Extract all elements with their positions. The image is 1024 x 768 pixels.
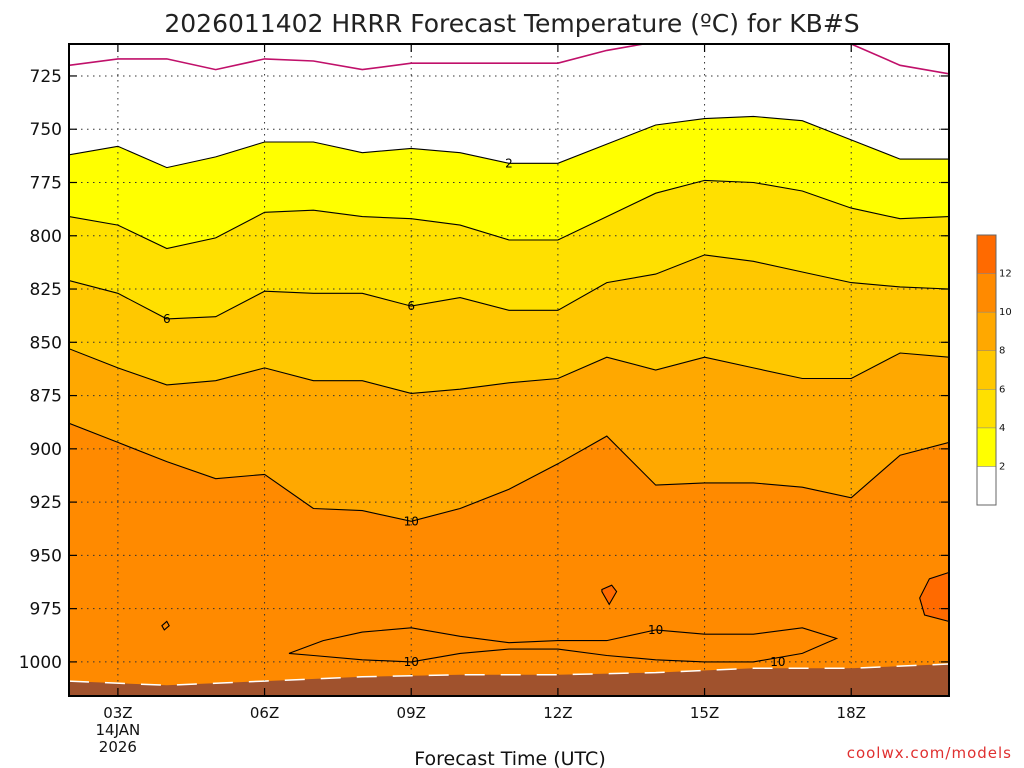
colorbar-label: 10 bbox=[999, 307, 1012, 318]
colorbar-label: 6 bbox=[999, 384, 1005, 395]
band-2-4 bbox=[69, 116, 949, 249]
y-tick-label: 900 bbox=[30, 440, 62, 460]
x-tick-label: 06Z bbox=[250, 704, 279, 722]
band-4-6 bbox=[69, 180, 949, 319]
colorbar-label: 2 bbox=[999, 461, 1005, 472]
contour-label: 10 bbox=[404, 514, 419, 528]
x-axis-title: Forecast Time (UTC) bbox=[414, 748, 605, 768]
isotherm-8 bbox=[69, 348, 949, 394]
contour-label: 10 bbox=[404, 655, 419, 669]
x-tick-label: 14JAN bbox=[96, 721, 141, 739]
y-tick-label: 825 bbox=[30, 280, 62, 300]
y-tick-label: 1000 bbox=[19, 653, 62, 673]
ground-edge bbox=[69, 663, 949, 687]
colorbar-segment bbox=[976, 273, 997, 313]
isotherm-4 bbox=[69, 179, 949, 250]
chart-title: 2026011402 HRRR Forecast Temperature (ºC… bbox=[164, 9, 859, 38]
x-tick-label: 15Z bbox=[690, 704, 719, 722]
contour-label: 6 bbox=[407, 299, 415, 313]
colorbar-segment bbox=[976, 350, 997, 390]
y-tick-label: 800 bbox=[30, 227, 62, 247]
y-tick-label: 975 bbox=[30, 600, 62, 620]
isotherm-0 bbox=[69, 44, 949, 75]
y-tick-label: 750 bbox=[30, 120, 62, 140]
closed-isotherm-0 bbox=[288, 627, 839, 663]
isotherm-10 bbox=[69, 422, 949, 522]
colorbar-segment bbox=[976, 466, 997, 506]
colorbar-frame bbox=[976, 234, 997, 506]
grid-lines bbox=[69, 44, 949, 696]
colorbar: 2 4 6 8 10 12 bbox=[976, 234, 1012, 506]
x-tick-label: 09Z bbox=[397, 704, 426, 722]
colorbar-segment bbox=[976, 427, 997, 467]
closed-isotherm-3 bbox=[161, 620, 170, 631]
colorbar-segment bbox=[976, 311, 997, 351]
y-tick-label: 950 bbox=[30, 546, 62, 566]
isotherm-lines bbox=[69, 44, 949, 663]
closed-isotherm-2 bbox=[601, 584, 618, 606]
y-axis-ticks: 725 750 775 800 825 850 875 900 925 950 975 1000 bbox=[19, 67, 949, 673]
y-tick-label: 725 bbox=[30, 67, 62, 87]
closed-contour-fill-0 bbox=[289, 627, 837, 662]
y-tick-label: 775 bbox=[30, 173, 62, 193]
colorbar-label: 12 bbox=[999, 269, 1012, 280]
y-tick-label: 850 bbox=[30, 333, 62, 353]
ground-surface bbox=[69, 663, 949, 696]
ground-fill bbox=[69, 664, 949, 696]
contour-label: 6 bbox=[163, 312, 171, 326]
y-tick-label: 875 bbox=[30, 387, 62, 407]
x-tick-label: 03Z bbox=[103, 704, 132, 722]
band-8-10 bbox=[69, 348, 949, 522]
contour-label: 2 bbox=[505, 156, 513, 170]
contour-label: 10 bbox=[648, 623, 663, 637]
contour-labels: 2 6 6 10 10 10 10 bbox=[163, 156, 786, 669]
closed-contour-fill-2 bbox=[601, 585, 617, 605]
x-tick-label: 2026 bbox=[99, 738, 137, 756]
plot-frame bbox=[68, 43, 950, 697]
x-tick-label: 18Z bbox=[837, 704, 866, 722]
colorbar-segment bbox=[976, 234, 997, 274]
closed-isotherm-1 bbox=[919, 571, 949, 622]
contour-label: 10 bbox=[770, 655, 785, 669]
isotherm-2 bbox=[69, 115, 949, 169]
colorbar-label: 8 bbox=[999, 346, 1005, 357]
isotherm-6 bbox=[69, 254, 949, 320]
colorbar-label: 4 bbox=[999, 423, 1005, 434]
y-tick-label: 925 bbox=[30, 493, 62, 513]
x-tick-label: 12Z bbox=[543, 704, 572, 722]
temperature-bands bbox=[69, 44, 949, 696]
colorbar-segment bbox=[976, 389, 997, 429]
credit-text: coolwx.com/models bbox=[847, 744, 1012, 762]
